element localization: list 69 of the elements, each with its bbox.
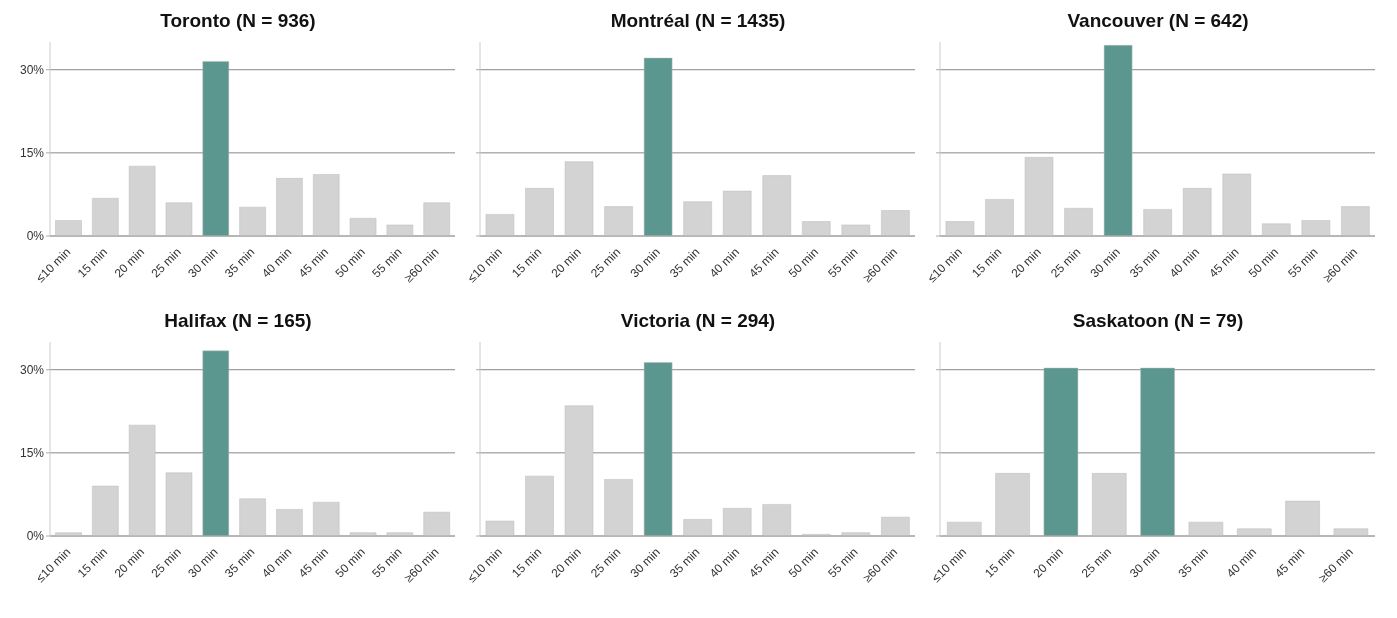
x-tick-label: 20 min [111,245,147,281]
x-tick-label: 30 min [185,245,221,281]
x-tick-label: ≥60 min [1320,245,1361,286]
y-tick-label: 30% [19,62,45,77]
x-tick-label: 15 min [74,245,111,281]
chart-title: Vancouver (N = 642) [1066,10,1250,33]
x-tick-label: 35 min [1175,545,1211,581]
x-tick-label: 40 min [258,545,295,581]
x-tick-label: 45 min [746,545,782,581]
x-tick-label: 20 min [1030,545,1066,581]
chart-title: Halifax (N = 165) [163,310,313,333]
x-tick-label: 30 min [1087,245,1123,281]
x-tick-label: 30 min [1127,545,1163,581]
x-tick-label: 25 min [587,245,624,281]
x-tick-label: 15 min [968,245,1005,281]
x-tick-label: 20 min [548,245,584,281]
x-tick-label: 50 min [332,545,368,581]
x-tick-label: ≤10 min [929,545,970,586]
x-tick-label: 45 min [1206,245,1242,281]
x-tick-label: ≥60 min [860,245,901,286]
x-tick-label: ≥60 min [860,545,901,586]
x-tick-label: 40 min [258,245,295,281]
x-tick-label: 55 min [1285,245,1321,281]
x-tick-label: 40 min [706,545,742,581]
x-tick-label: 35 min [222,245,258,281]
x-tick-label: 55 min [825,245,861,281]
y-tick-label: 0% [26,529,45,544]
chart-title: Saskatoon (N = 79) [1071,310,1245,333]
x-tick-label: 20 min [111,545,147,581]
y-tick-label: 30% [19,362,45,377]
chart-title: Victoria (N = 294) [619,310,777,333]
x-tick-label: 20 min [548,545,584,581]
x-tick-label: 45 min [746,245,782,281]
x-tick-label: 25 min [1047,245,1084,281]
x-tick-label: 35 min [222,545,258,581]
x-tick-label: 25 min [148,245,184,281]
x-tick-label: ≤10 min [33,545,74,586]
x-tick-label: 15 min [508,545,545,581]
x-tick-label: 50 min [785,545,822,581]
x-tick-label: 30 min [185,545,221,581]
x-tick-label: ≥60 min [1315,545,1356,586]
x-tick-label: 20 min [1008,245,1044,281]
x-tick-label: 35 min [667,245,703,281]
x-tick-label: 45 min [295,245,332,281]
x-tick-label: 50 min [1245,245,1282,281]
x-tick-label: 50 min [785,245,822,281]
x-tick-label: 45 min [295,545,332,581]
x-tick-label: 30 min [627,245,663,281]
y-tick-label: 15% [19,146,45,161]
x-tick-label: 25 min [148,545,184,581]
x-tick-label: 30 min [627,545,663,581]
y-tick-label: 15% [19,446,45,461]
x-tick-label: 45 min [1272,545,1308,581]
x-tick-label: 15 min [508,245,545,281]
x-tick-label: 35 min [1127,245,1163,281]
x-tick-label: 55 min [825,545,861,581]
x-tick-label: ≤10 min [33,245,74,286]
x-tick-label: 15 min [982,545,1018,581]
chart-title: Toronto (N = 936) [159,10,317,33]
y-tick-label: 0% [26,229,45,244]
x-tick-label: 25 min [1078,545,1115,581]
x-tick-label: 35 min [667,545,703,581]
x-tick-label: 15 min [74,545,111,581]
x-tick-label: 25 min [587,545,624,581]
x-tick-label: 50 min [332,245,368,281]
x-tick-label: 40 min [1223,545,1260,581]
chart-title: Montréal (N = 1435) [609,10,787,33]
x-tick-label: 40 min [706,245,742,281]
x-tick-label: 40 min [1166,245,1202,281]
